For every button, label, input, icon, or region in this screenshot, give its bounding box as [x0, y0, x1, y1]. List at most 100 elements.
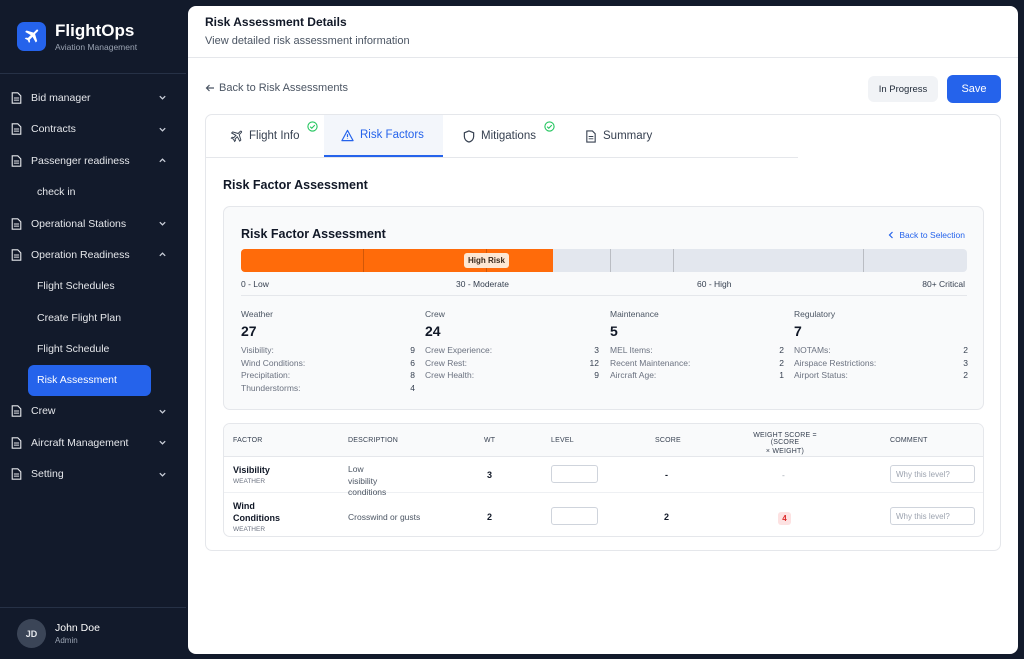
- sidebar-item-label: Bid manager: [31, 91, 91, 104]
- category-maintenance: Maintenance 5 MEL Items: 2 Recent Mainten…: [610, 309, 784, 383]
- description-line: conditions: [348, 487, 387, 497]
- factor-name-line: Wind: [233, 501, 255, 511]
- column-header-score: SCORE: [655, 437, 681, 444]
- sidebar-item-passenger-readiness[interactable]: Passenger readiness: [0, 145, 186, 177]
- assessment-panel: Flight Info Risk Factors Mitigations Sum…: [205, 114, 1001, 551]
- tab-risk-factors[interactable]: Risk Factors: [324, 115, 443, 157]
- item-value: 3: [594, 345, 599, 355]
- brand: FlightOps Aviation Management: [0, 0, 186, 74]
- document-icon: [11, 405, 22, 418]
- category-regulatory: Regulatory 7 NOTAMs: 2 Airspace Restricti…: [794, 309, 968, 383]
- category-crew: Crew 24 Crew Experience: 3 Crew Rest: 12 C…: [425, 309, 599, 383]
- sidebar-subitem-check-in[interactable]: check in: [37, 186, 76, 199]
- column-header-weight-score: WEIGHT SCORE = (SCORE × WEIGHT): [739, 432, 831, 455]
- status-badge: In Progress: [868, 76, 938, 102]
- category-item: Crew Rest: 12: [425, 358, 599, 371]
- scale-label-low: 0 - Low: [241, 279, 269, 289]
- divider: [241, 295, 967, 296]
- risk-factor-card: Risk Factor Assessment Back to Selection…: [223, 206, 984, 410]
- document-icon: [11, 123, 22, 135]
- sidebar-subitem-flight-schedule[interactable]: Flight Schedule: [37, 343, 110, 356]
- sidebar-item-operation-readiness[interactable]: Operation Readiness: [0, 239, 186, 271]
- sidebar-subitem-risk-assessment[interactable]: Risk Assessment: [28, 364, 151, 396]
- description-line: Low: [348, 464, 364, 474]
- sidebar-subitem-create-flight-plan[interactable]: Create Flight Plan: [37, 311, 122, 324]
- chevron-down-icon: [159, 472, 166, 477]
- item-label: Crew Experience:: [425, 345, 493, 355]
- document-icon: [11, 155, 22, 167]
- item-value: 2: [779, 357, 784, 368]
- table-header: FACTOR DESCRIPTION WT LEVEL SCORE WEIGHT…: [224, 424, 983, 457]
- item-label: Thunderstorms:: [241, 383, 301, 394]
- factor-name: Visibility: [233, 465, 270, 475]
- level-input[interactable]: [551, 507, 598, 525]
- tab-mitigations[interactable]: Mitigations: [443, 115, 567, 157]
- item-value: 1: [779, 370, 784, 381]
- chevron-left-icon: [888, 231, 894, 239]
- back-to-selection-link[interactable]: Back to Selection: [888, 230, 965, 240]
- category-score: 27: [241, 323, 257, 339]
- category-score: 24: [425, 323, 441, 339]
- comment-input[interactable]: [890, 465, 975, 483]
- page-subtitle: View detailed risk assessment informatio…: [205, 35, 410, 47]
- sidebar-subitem-flight-schedules[interactable]: Flight Schedules: [37, 280, 115, 293]
- scale-label-critical: 80+ Critical: [922, 279, 965, 289]
- sidebar-item-operational-stations[interactable]: Operational Stations: [0, 208, 186, 240]
- column-header-wt: WT: [484, 437, 496, 444]
- category-name: Regulatory: [794, 309, 836, 319]
- tab-summary[interactable]: Summary: [567, 115, 677, 157]
- document-icon: [11, 468, 22, 481]
- sidebar-item-label: Crew: [31, 405, 56, 418]
- document-icon: [586, 129, 596, 143]
- item-label: Crew Health:: [425, 370, 475, 381]
- sidebar-item-aircraft-management[interactable]: Aircraft Management: [0, 427, 186, 459]
- item-label: Aircraft Age:: [610, 370, 657, 381]
- category-item: Precipitation: 8: [241, 370, 415, 383]
- category-name: Crew: [425, 309, 445, 319]
- risk-level-badge: High Risk: [464, 253, 509, 268]
- item-value: 4: [410, 383, 415, 394]
- table-row: Wind Conditions WEATHER Crosswind or gus…: [224, 493, 983, 533]
- back-to-selection-label: Back to Selection: [899, 230, 965, 240]
- save-button[interactable]: Save: [947, 75, 1001, 103]
- weight-header-line: × WEIGHT): [765, 448, 805, 455]
- description-cell: Crosswind or gusts: [348, 512, 421, 522]
- score-cell: -: [665, 470, 668, 480]
- user-role: Admin: [55, 636, 78, 645]
- sidebar-item-label: Contracts: [31, 123, 76, 136]
- category-item: MEL Items: 2: [610, 345, 784, 358]
- chevron-down-icon: [159, 221, 166, 226]
- brand-name: FlightOps: [55, 21, 135, 40]
- comment-input[interactable]: [890, 507, 975, 525]
- document-icon: [11, 249, 22, 261]
- main-content: Risk Assessment Details View detailed ri…: [188, 6, 1018, 654]
- category-name: Weather: [241, 309, 273, 319]
- item-value: 3: [963, 357, 968, 368]
- item-value: 6: [410, 357, 415, 368]
- table-row: Visibility WEATHER Low visibility condit…: [224, 457, 983, 497]
- back-to-risk-assessments-link[interactable]: Back to Risk Assessments: [205, 82, 348, 94]
- sidebar-item-contracts[interactable]: Contracts: [0, 114, 186, 146]
- sidebar-item-crew[interactable]: Crew: [0, 396, 186, 428]
- sidebar-item-setting[interactable]: Setting: [0, 459, 186, 491]
- tab-label: Mitigations: [481, 130, 536, 142]
- bar-divider: [863, 249, 864, 272]
- weighted-score-badge: 4: [778, 512, 791, 525]
- user-profile[interactable]: JD John Doe Admin: [0, 607, 186, 659]
- column-header-description: DESCRIPTION: [348, 437, 399, 444]
- plane-logo-icon: [17, 22, 46, 51]
- tab-flight-info[interactable]: Flight Info: [206, 115, 324, 157]
- sidebar-item-label: Operational Stations: [31, 217, 127, 230]
- item-label: Wind Conditions:: [241, 357, 306, 368]
- category-item: Visibility: 9: [241, 345, 415, 358]
- scale-label-high: 60 - High: [697, 279, 732, 289]
- item-value: 2: [963, 370, 968, 381]
- back-link-label: Back to Risk Assessments: [219, 82, 348, 94]
- level-input[interactable]: [551, 465, 598, 483]
- section-title: Risk Factor Assessment: [223, 178, 368, 192]
- document-icon: [11, 437, 22, 449]
- tab-label: Risk Factors: [360, 129, 424, 141]
- item-value: 12: [589, 357, 599, 368]
- check-circle-icon: [544, 121, 555, 132]
- sidebar-item-bid-manager[interactable]: Bid manager: [0, 82, 186, 114]
